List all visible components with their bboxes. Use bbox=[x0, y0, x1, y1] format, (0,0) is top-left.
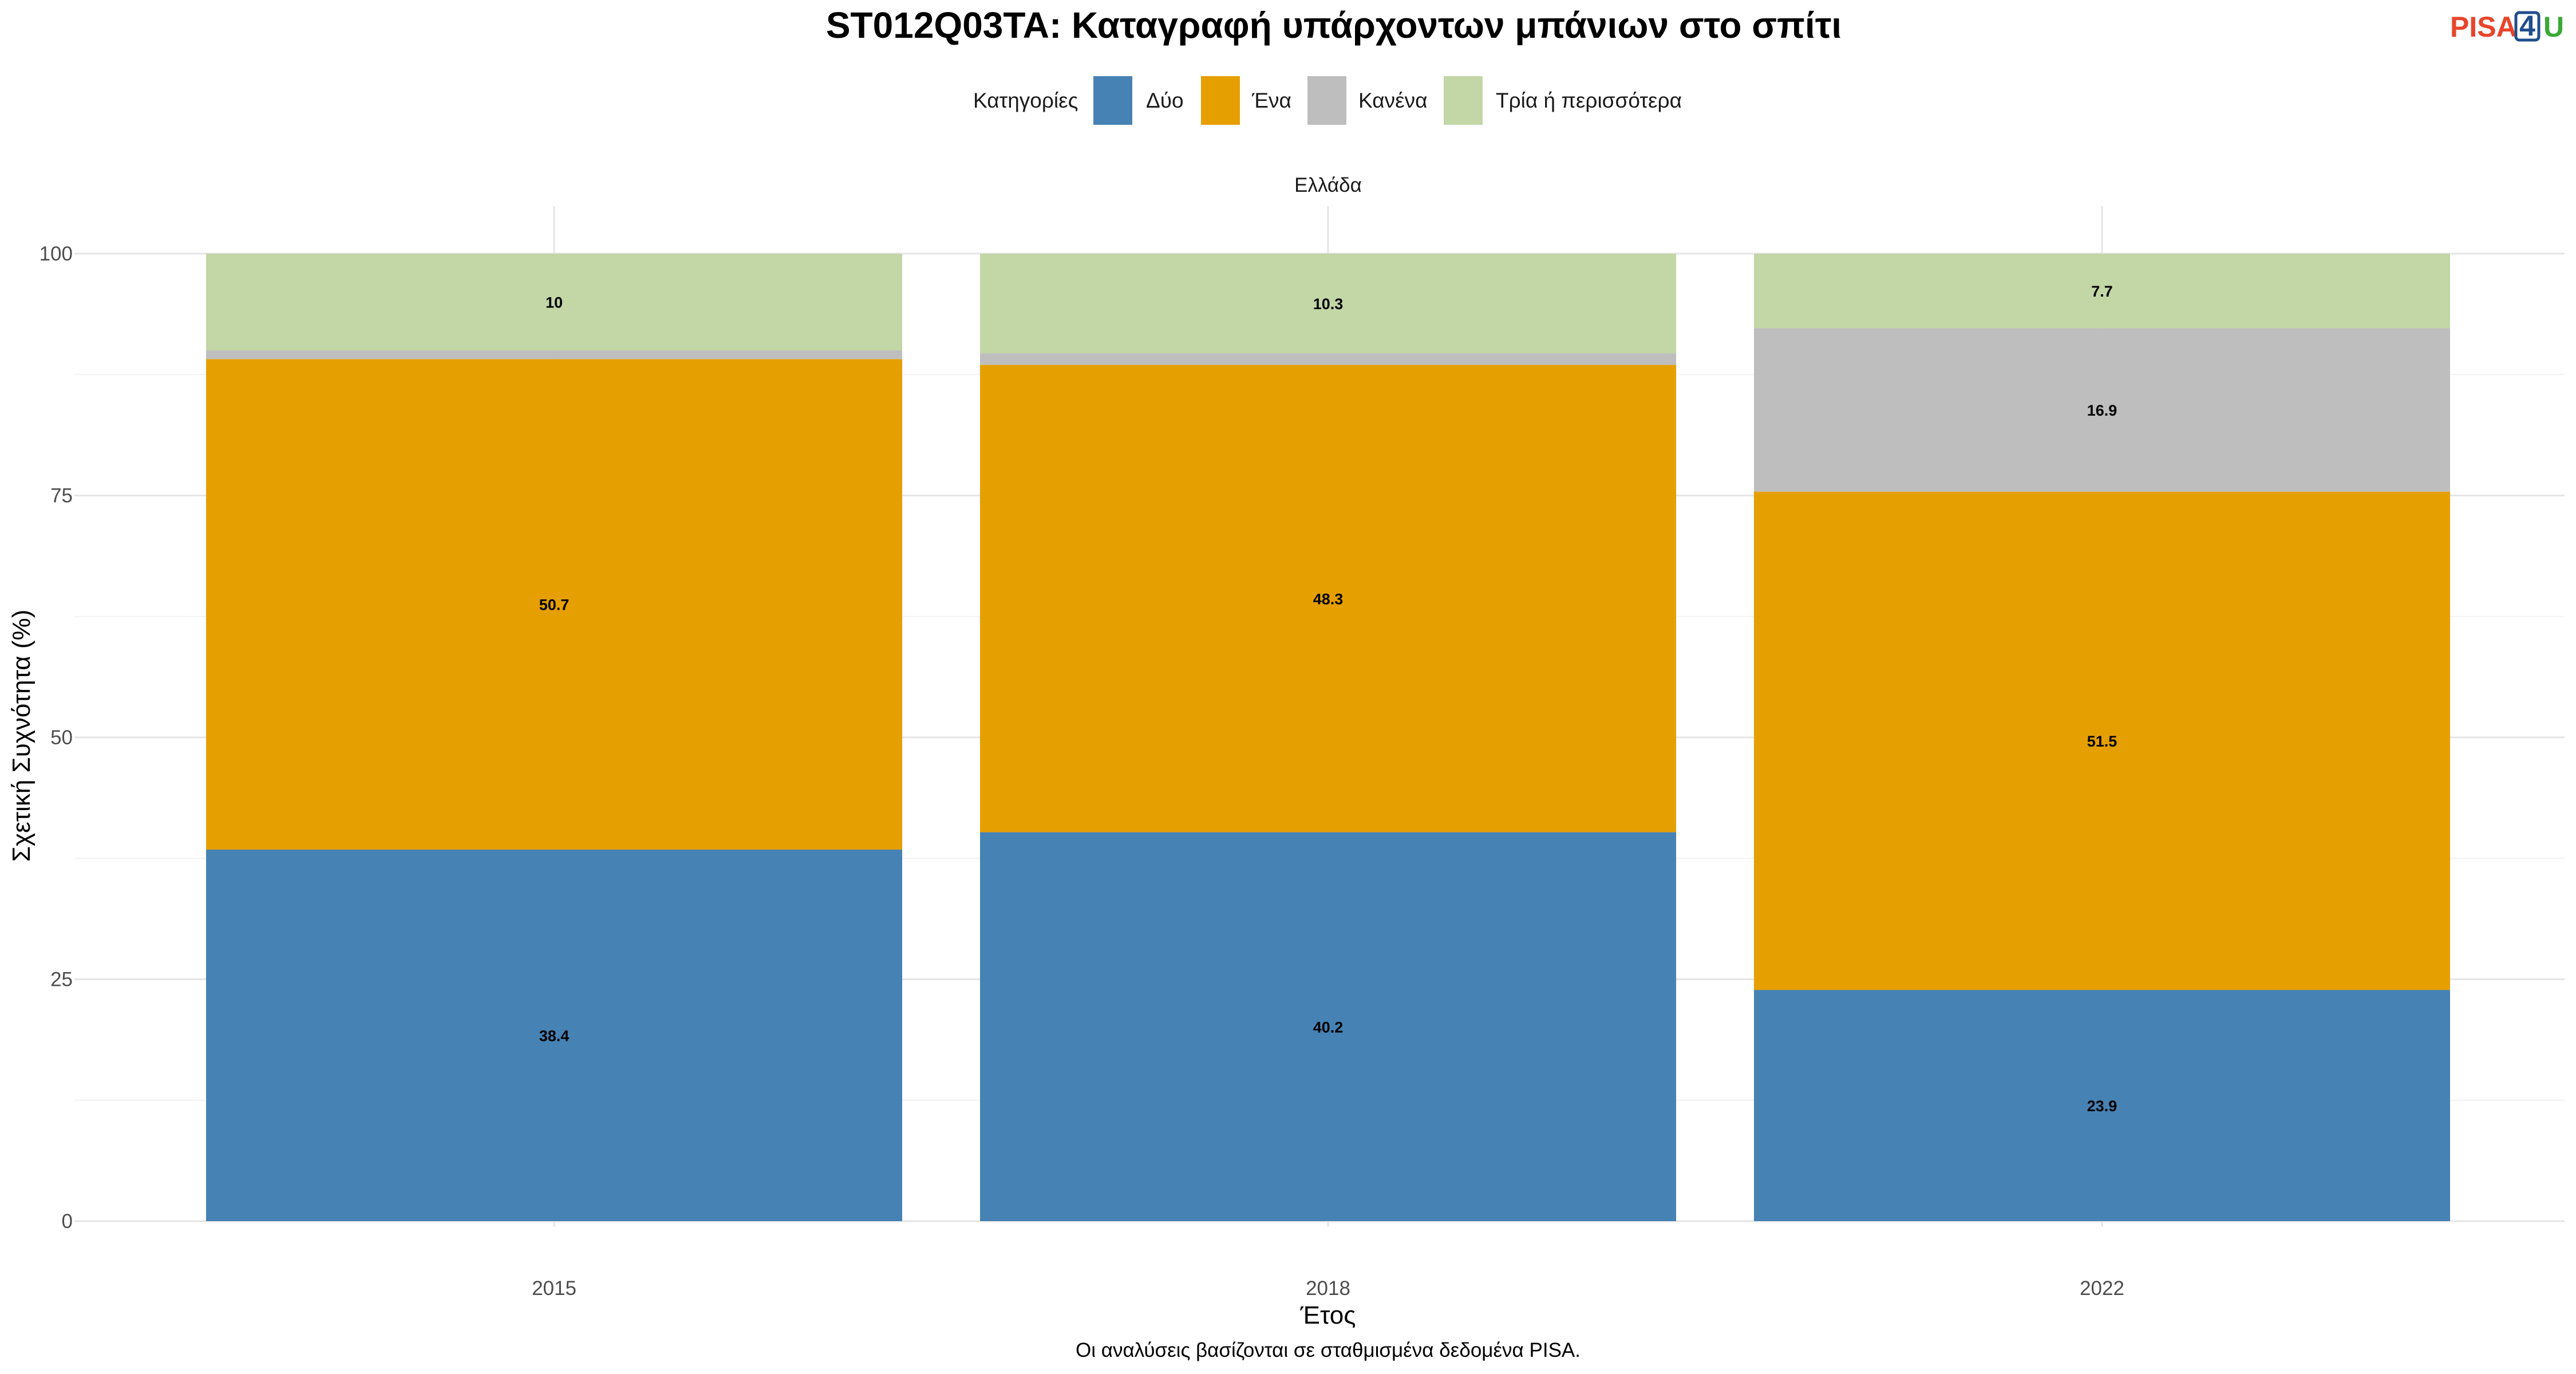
legend-label: Τρία ή περισσότερα bbox=[1496, 89, 1682, 112]
x-tick-label: 2018 bbox=[1306, 1277, 1350, 1300]
data-label: 40.2 bbox=[1313, 1018, 1344, 1036]
x-tick-label: 2015 bbox=[532, 1277, 576, 1300]
bar-segment bbox=[1754, 328, 2450, 492]
bar-segment bbox=[1754, 254, 2450, 329]
logo: PISA 4 U bbox=[2450, 10, 2564, 43]
data-label: 7.7 bbox=[2091, 283, 2113, 300]
logo-box bbox=[2514, 11, 2541, 42]
bar-segment bbox=[206, 359, 902, 850]
y-tick-label: 100 bbox=[39, 243, 73, 265]
bar-segment bbox=[980, 832, 1676, 1221]
legend-label: Ένα bbox=[1251, 89, 1291, 112]
data-label: 38.4 bbox=[539, 1028, 570, 1045]
data-label: 16.9 bbox=[2087, 402, 2117, 419]
data-label: 50.7 bbox=[539, 597, 570, 614]
logo-text-mid: 4 bbox=[2519, 10, 2535, 42]
logo-text-right: U bbox=[2543, 11, 2564, 43]
bar-segment bbox=[980, 254, 1676, 354]
bars bbox=[206, 254, 2450, 1221]
y-tick-label: 0 bbox=[62, 1210, 73, 1233]
facet-label: Ελλάδα bbox=[1294, 174, 1362, 196]
chart-title: ST012Q03TA: Καταγραφή υπάρχοντων μπάνιων… bbox=[826, 5, 1842, 46]
bar-segment bbox=[1754, 491, 2450, 990]
logo-text-left: PISA bbox=[2450, 11, 2517, 43]
bar-segment bbox=[980, 365, 1676, 832]
bar-segment bbox=[206, 254, 902, 350]
y-tick-label: 25 bbox=[50, 969, 73, 991]
legend-label: Δύο bbox=[1146, 89, 1184, 112]
bar-segment bbox=[206, 850, 902, 1221]
data-label: 10.3 bbox=[1313, 295, 1344, 313]
caption: Οι αναλύσεις βασίζονται σε σταθμισμένα δ… bbox=[1076, 1339, 1581, 1361]
legend-swatch bbox=[1201, 76, 1240, 125]
legend-swatch bbox=[1307, 76, 1346, 125]
data-label: 10 bbox=[546, 294, 563, 311]
bar-segment bbox=[1754, 990, 2450, 1221]
x-tick-label: 2022 bbox=[2080, 1277, 2124, 1300]
data-label: 51.5 bbox=[2087, 733, 2117, 750]
y-tick-label: 75 bbox=[50, 485, 73, 507]
legend-title: Κατηγορίες bbox=[973, 89, 1078, 112]
bar-segment bbox=[980, 353, 1676, 365]
legend-swatch bbox=[1444, 76, 1483, 125]
x-axis-title: Έτος bbox=[1300, 1301, 1356, 1329]
y-axis-title: Σχετική Συχνότητα (%) bbox=[7, 610, 35, 862]
legend-label: Κανένα bbox=[1358, 89, 1428, 112]
data-label: 48.3 bbox=[1313, 590, 1344, 607]
y-axis-ticks: 0 25 50 75 100 bbox=[39, 243, 73, 1233]
bar-segment bbox=[206, 350, 902, 360]
legend: Κατηγορίες Δύο Ένα Κανένα Τρία ή περισσότερ… bbox=[973, 76, 1682, 125]
data-label: 23.9 bbox=[2087, 1097, 2117, 1115]
data-labels: 38.4 50.7 10 40.2 48.3 10.3 23.9 51.5 16.9 7.7 bbox=[539, 283, 2117, 1115]
legend-swatch bbox=[1093, 76, 1132, 125]
x-axis-ticks: 2015 2018 2022 bbox=[532, 1277, 2124, 1300]
y-tick-label: 50 bbox=[50, 727, 73, 749]
